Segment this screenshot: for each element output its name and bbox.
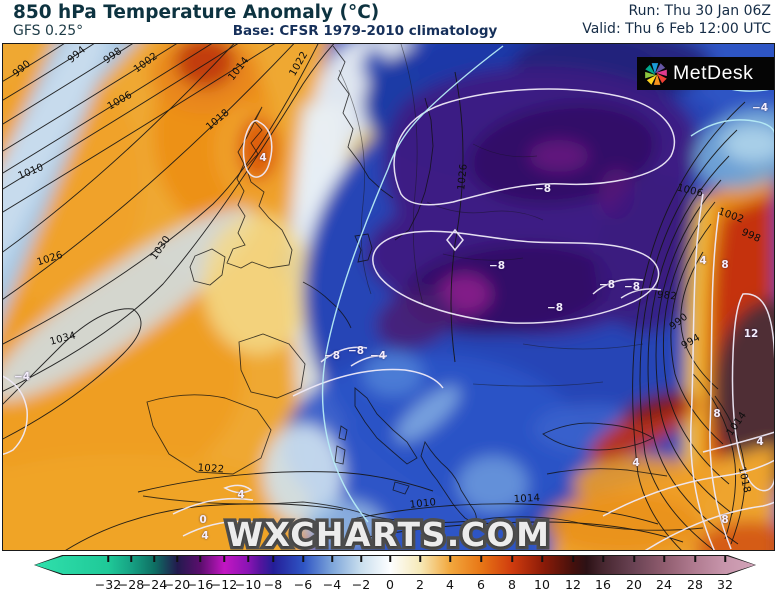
colorbar-tick [480, 556, 482, 562]
anomaly-map: 990 994 998 1002 1006 1010 1014 1018 1022 1026 103… [2, 43, 775, 558]
colorbar-tick [602, 556, 604, 562]
model-label: GFS 0.25° [13, 23, 84, 39]
colorbar-tick-label: 28 [687, 577, 703, 592]
map-canvas [3, 44, 774, 550]
colorbar-outline [34, 555, 756, 575]
colorbar-tick [694, 556, 696, 562]
valid-time-label: Valid: Thu 6 Feb 12:00 UTC [582, 21, 771, 37]
colorbar-tick-label: −32 [94, 577, 122, 592]
colorbar-tick [541, 556, 543, 562]
watermark: WXCHARTS.COM [223, 512, 552, 558]
anomaly-shading [3, 44, 774, 550]
colorbar-tick [247, 556, 249, 562]
colorbar-tick [572, 556, 574, 562]
colorbar-tick-label: −20 [163, 577, 191, 592]
colorbar-tick [272, 556, 274, 562]
base-climatology-label: Base: CFSR 1979-2010 climatology [232, 23, 498, 39]
colorbar-tick-label: 16 [595, 577, 611, 592]
colorbar-tick-label: 0 [386, 577, 394, 592]
colorbar-tick [199, 556, 201, 562]
colorbar-tick-label: 2 [416, 577, 424, 592]
colorbar-tick [633, 556, 635, 562]
metdesk-logo-text: MetDesk [673, 62, 754, 84]
colorbar-gradient [35, 556, 755, 574]
colorbar-tick [419, 556, 421, 562]
colorbar-tick-label: −28 [117, 577, 145, 592]
colorbar: −32 −28 −24 −20 −16 −12 −10 −8 −6 −4 −2 0 2 4 6 8 10 12 16… [0, 552, 784, 600]
colorbar-tick [511, 556, 513, 562]
colorbar-tick-label: −24 [140, 577, 168, 592]
colorbar-tick [724, 556, 726, 562]
metdesk-logo: MetDesk [637, 57, 774, 90]
colorbar-tick [449, 556, 451, 562]
colorbar-tick-label: 10 [534, 577, 550, 592]
colorbar-tick-label: 6 [477, 577, 485, 592]
colorbar-tick-label: −12 [210, 577, 238, 592]
colorbar-tick-label: −10 [234, 577, 262, 592]
colorbar-tick-label: −16 [186, 577, 214, 592]
colorbar-tick-label: 24 [656, 577, 672, 592]
colorbar-tick [331, 556, 333, 562]
colorbar-tick-label: −2 [351, 577, 371, 592]
colorbar-tick [360, 556, 362, 562]
colorbar-tick [130, 556, 132, 562]
colorbar-tick-label: 12 [565, 577, 581, 592]
colorbar-tick [389, 556, 391, 562]
header: 850 hPa Temperature Anomaly (°C) GFS 0.2… [0, 0, 784, 43]
colorbar-tick [223, 556, 225, 562]
colorbar-tick [153, 556, 155, 562]
country-borders [426, 143, 544, 261]
colorbar-tick [663, 556, 665, 562]
colorbar-ticks: −32 −28 −24 −20 −16 −12 −10 −8 −6 −4 −2 0 2 4 6 8 10 12 16… [0, 552, 784, 600]
colorbar-tick-label: 4 [446, 577, 454, 592]
page-title: 850 hPa Temperature Anomaly (°C) [13, 2, 380, 23]
pinwheel-icon [645, 62, 667, 85]
colorbar-tick-label: −4 [322, 577, 342, 592]
colorbar-tick-label: −6 [293, 577, 313, 592]
colorbar-tick-label: 20 [626, 577, 642, 592]
run-time-label: Run: Thu 30 Jan 06Z [628, 3, 771, 19]
colorbar-tick [176, 556, 178, 562]
colorbar-tick [302, 556, 304, 562]
colorbar-tick-label: 8 [508, 577, 516, 592]
isobar-lines [3, 44, 746, 550]
colorbar-tick-label: 32 [717, 577, 733, 592]
colorbar-tick-label: −8 [263, 577, 283, 592]
colorbar-tick [107, 556, 109, 562]
